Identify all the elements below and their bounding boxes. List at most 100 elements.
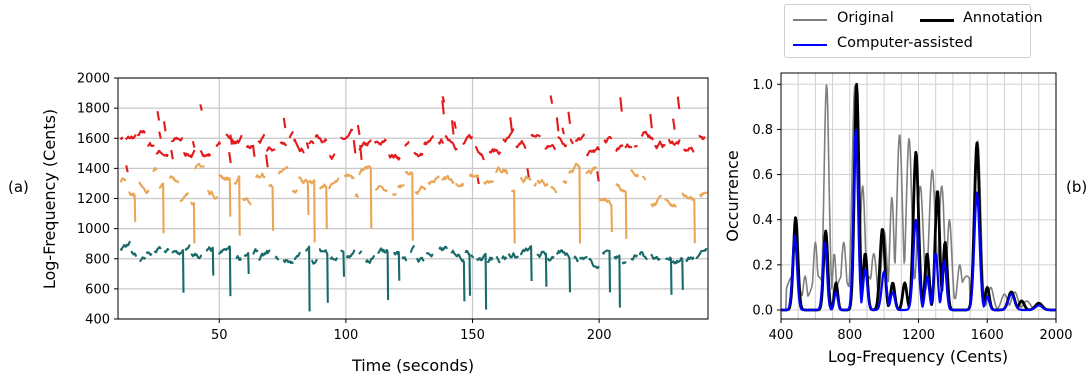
pitch-contour-middle	[291, 189, 299, 194]
pitch-contour-lower	[145, 251, 153, 257]
pitch-contour-lower	[671, 256, 684, 290]
pitch-contour-middle	[328, 177, 340, 190]
pitch-contour-upper	[328, 153, 336, 160]
pitch-contour-upper	[170, 149, 174, 160]
pitch-contour-middle	[510, 189, 516, 244]
pitch-contour-upper	[526, 168, 530, 179]
pitch-contour-upper	[182, 149, 196, 159]
histogram-y-tick-label: 0.8	[752, 123, 773, 138]
pitch-contour-middle	[699, 191, 708, 198]
histogram-x-axis-label: Log-Frequency (Cents)	[828, 347, 1008, 366]
pitch-contour-lower	[304, 245, 311, 312]
pitch-contour-middle	[536, 178, 549, 187]
pitch-contour-upper	[265, 146, 276, 152]
pitch-contour-lower	[573, 255, 580, 263]
pitch-contour-upper	[474, 145, 485, 161]
pitch-contour-upper	[314, 134, 328, 144]
pitch-contour-middle	[207, 189, 219, 200]
pitch-contour-middle	[598, 197, 613, 233]
pitch-y-tick-label: 1200	[77, 192, 110, 207]
pitch-x-tick-label: 200	[587, 328, 612, 343]
pitch-contour-middle	[374, 185, 388, 193]
pitch-contour-upper	[654, 140, 666, 150]
pitch-contour-upper	[136, 129, 146, 137]
pitch-contour-lower	[650, 253, 661, 261]
pitch-contour-lower	[293, 252, 302, 261]
pitch-contour-upper	[569, 138, 574, 145]
pitch-contour-middle	[277, 166, 289, 175]
histogram-ticks: 400 800 1200 1600 2000 0.0 0.2 0.4 0.6 0.8 1.0	[752, 78, 1072, 343]
pitch-contour-lower	[438, 245, 448, 252]
pitch-contour-middle	[233, 175, 241, 236]
pitch-contour-upper	[585, 146, 601, 157]
pitch-contour-lower	[501, 255, 508, 261]
pitch-contour-upper	[228, 151, 232, 164]
pitch-contour-middle	[585, 166, 597, 175]
pitch-contour-lower	[630, 254, 639, 261]
pitch-contour-upper	[557, 136, 568, 148]
pitch-contour-lower	[282, 258, 295, 265]
pitch-y-tick-label: 600	[85, 282, 110, 297]
histogram-x-tick-label: 1600	[971, 328, 1004, 343]
histogram-lines	[780, 82, 1057, 312]
pitch-contour-upper	[640, 130, 655, 141]
pitch-contour-lower	[235, 255, 242, 261]
pitch-contour-upper	[119, 136, 124, 140]
pitch-contour-lower	[520, 245, 533, 282]
pitch-contour-middle	[468, 173, 480, 179]
histogram-y-tick-label: 0.6	[752, 168, 773, 183]
pitch-contour-upper	[191, 140, 196, 148]
pitch-contour-middle	[494, 166, 509, 175]
pitch-contour-middle	[308, 179, 316, 243]
pitch-contour-middle	[190, 201, 196, 244]
pitch-x-tick-label: 100	[333, 328, 358, 343]
pitch-contour-middle	[641, 175, 647, 181]
pitch-contour-upper	[676, 96, 681, 110]
pitch-contour-upper	[567, 111, 572, 125]
histogram-x-tick-label: 1200	[902, 328, 935, 343]
pitch-contour-upper	[561, 127, 565, 135]
pitch-contour-upper	[162, 121, 167, 132]
pitch-contour-lower	[495, 255, 501, 264]
pitch-contour-middle	[255, 172, 266, 179]
pitch-contour-upper	[453, 121, 457, 129]
pitch-contour-middle	[119, 177, 127, 183]
pitch-contour-upper	[356, 124, 361, 135]
pitch-contour-middle	[354, 193, 360, 198]
pitch-contour-lower	[358, 250, 363, 255]
pitch-contour-middle	[455, 182, 465, 188]
pitch-contour-upper	[155, 149, 169, 158]
pitch-contour-upper	[437, 138, 445, 145]
pitch-contour-upper	[279, 141, 288, 147]
pitch-contour-lower	[409, 244, 416, 254]
pitch-contour-lower	[218, 245, 232, 297]
pitch-contour-upper	[603, 135, 613, 144]
pitch-contour-upper	[340, 128, 354, 140]
pitch-y-tick-label: 800	[85, 252, 110, 267]
pitch-contour-lower	[546, 255, 555, 262]
pitch-contour-middle	[318, 183, 328, 230]
pitch-contour-upper	[170, 136, 184, 143]
pitch-contour-lower	[475, 252, 488, 310]
pitch-contour-middle	[427, 175, 441, 185]
pitch-contour-middle	[664, 198, 677, 208]
histogram-chart: 400 800 1200 1600 2000 0.0 0.2 0.4 0.6 0.8 1.0 Log…	[723, 72, 1073, 366]
pitch-contour-lower	[401, 256, 408, 262]
pitch-contour-upper	[698, 134, 706, 141]
pitch-y-tick-label: 1000	[77, 222, 110, 237]
pitch-y-tick-label: 2000	[77, 72, 110, 87]
pitch-contour-middle	[179, 192, 190, 203]
pitch-contour-lower	[470, 254, 475, 259]
pitch-contour-lower	[243, 251, 250, 275]
pitch-chart: 50 100 150 200 400 600 800 1000 1200 1400 1600 1800…	[40, 72, 709, 375]
pitch-contour-upper	[225, 133, 231, 140]
pitch-contour-upper	[292, 138, 305, 154]
pitch-contour-upper	[265, 154, 269, 168]
panel-label-b: (b)	[1066, 178, 1088, 196]
pitch-contour-middle	[128, 191, 137, 222]
pitch-contour-middle	[343, 173, 355, 180]
pitch-contour-upper	[156, 111, 161, 121]
pitch-contour-middle	[550, 185, 558, 194]
legend-label-computer-assisted: Computer-assisted	[837, 35, 973, 51]
histogram-x-tick-label: 2000	[1039, 328, 1072, 343]
